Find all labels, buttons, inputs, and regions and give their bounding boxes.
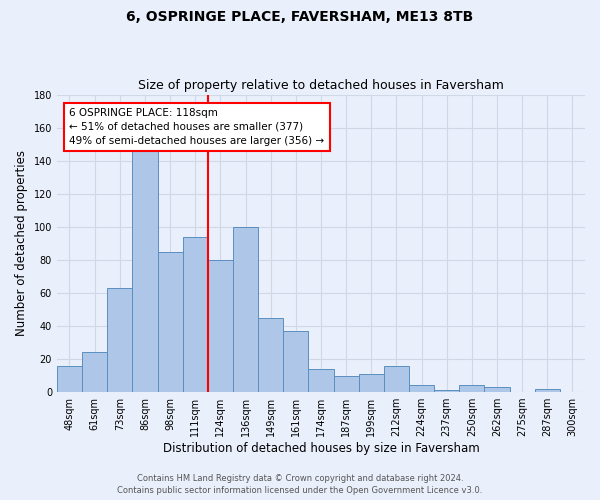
- Text: 6 OSPRINGE PLACE: 118sqm
← 51% of detached houses are smaller (377)
49% of semi-: 6 OSPRINGE PLACE: 118sqm ← 51% of detach…: [70, 108, 325, 146]
- Bar: [308, 369, 334, 392]
- Bar: [359, 374, 384, 392]
- Bar: [535, 389, 560, 392]
- Bar: [107, 288, 133, 392]
- Bar: [208, 260, 233, 392]
- Bar: [484, 387, 509, 392]
- Bar: [258, 318, 283, 392]
- Bar: [283, 331, 308, 392]
- Bar: [133, 149, 158, 392]
- Bar: [182, 236, 208, 392]
- Text: 6, OSPRINGE PLACE, FAVERSHAM, ME13 8TB: 6, OSPRINGE PLACE, FAVERSHAM, ME13 8TB: [127, 10, 473, 24]
- Bar: [233, 227, 258, 392]
- Title: Size of property relative to detached houses in Faversham: Size of property relative to detached ho…: [138, 79, 504, 92]
- X-axis label: Distribution of detached houses by size in Faversham: Distribution of detached houses by size …: [163, 442, 479, 455]
- Bar: [434, 390, 459, 392]
- Bar: [409, 386, 434, 392]
- Bar: [334, 376, 359, 392]
- Bar: [384, 366, 409, 392]
- Text: Contains HM Land Registry data © Crown copyright and database right 2024.
Contai: Contains HM Land Registry data © Crown c…: [118, 474, 482, 495]
- Bar: [82, 352, 107, 392]
- Y-axis label: Number of detached properties: Number of detached properties: [15, 150, 28, 336]
- Bar: [459, 386, 484, 392]
- Bar: [57, 366, 82, 392]
- Bar: [158, 252, 182, 392]
